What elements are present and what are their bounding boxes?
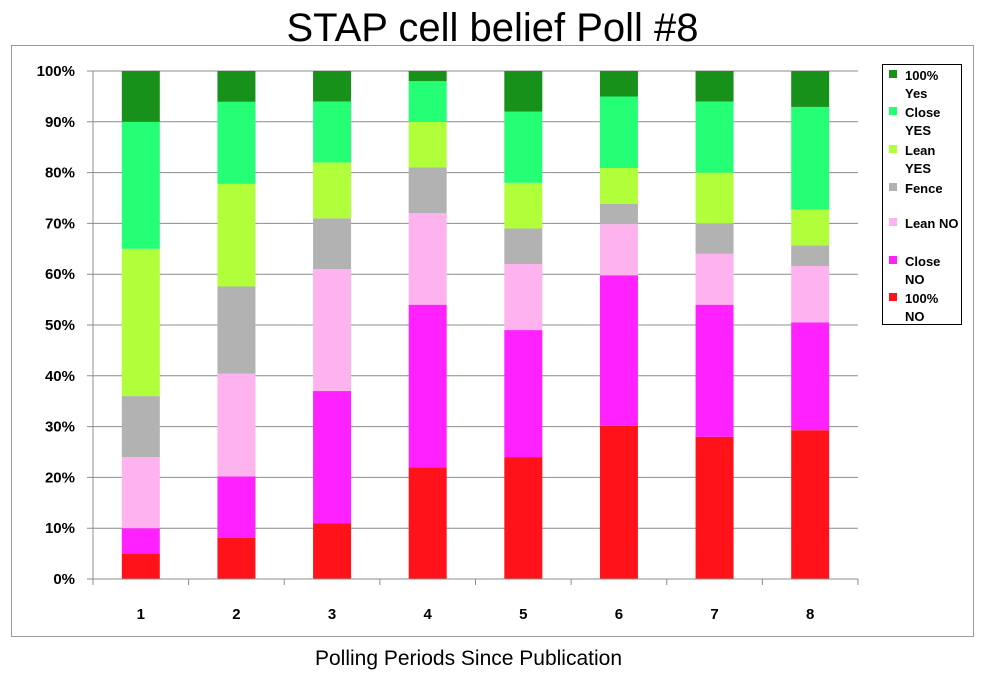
bar-segment-fence — [408, 167, 447, 214]
bar-segment-lean-no — [504, 264, 543, 331]
bar-segment-close-no — [121, 528, 160, 554]
legend-label: Close YES — [905, 105, 941, 138]
x-tick-label: 7 — [710, 606, 718, 623]
bar-segment-close-yes — [408, 81, 447, 122]
y-tick-label: 20% — [45, 469, 75, 486]
bar-segment-lean-yes — [408, 121, 447, 168]
x-tick-label: 6 — [615, 606, 623, 623]
legend-swatch — [889, 218, 897, 226]
bar-segment-close-no — [599, 275, 638, 426]
y-tick-label: 10% — [45, 520, 75, 537]
bar-segment-100-no — [504, 457, 543, 579]
bar-segment-close-no — [504, 330, 543, 458]
legend-swatch — [889, 293, 897, 301]
legend: 100% Yes Close YES Lean YES Fence Lean NO Clo… — [882, 64, 962, 325]
bar-segment-close-no — [791, 322, 830, 431]
bar-segment-100-no — [121, 553, 160, 579]
x-tick-label: 4 — [424, 606, 433, 623]
chart-title: STAP cell belief Poll #8 — [286, 6, 699, 50]
bar-segment-close-yes — [121, 121, 160, 249]
bar-segment-lean-yes — [791, 209, 830, 246]
legend-label: Lean YES — [905, 143, 936, 176]
bar-segment-lean-no — [217, 373, 256, 477]
x-axis-label: Polling Periods Since Publication — [314, 647, 622, 670]
bar-segment-fence — [217, 286, 256, 374]
y-tick-label: 50% — [45, 317, 75, 334]
y-tick-label: 0% — [53, 571, 75, 588]
bar-segment-close-no — [695, 304, 734, 437]
bar-segment-lean-yes — [504, 182, 543, 229]
bar-segment-close-yes — [504, 111, 543, 183]
x-tick-label: 3 — [328, 606, 336, 623]
bar-segment-lean-yes — [313, 162, 352, 219]
bar-segment-100-no — [791, 430, 830, 579]
y-tick-label: 70% — [45, 215, 75, 232]
bar-segment-fence — [121, 396, 160, 458]
bar-segment-100-no — [313, 523, 352, 579]
bar-segment-lean-yes — [121, 248, 160, 397]
bar-segment-close-no — [408, 304, 447, 468]
bar-segment-close-yes — [217, 101, 256, 184]
bar-segment-close-yes — [791, 106, 830, 210]
y-tick-label: 90% — [45, 114, 75, 131]
legend-swatch — [889, 107, 897, 115]
bar-segment-lean-no — [313, 269, 352, 392]
bar-segment-100-no — [599, 425, 638, 579]
bar-segment-100-yes — [313, 71, 352, 102]
y-tick-label: 80% — [45, 165, 75, 182]
x-tick-label: 8 — [806, 606, 814, 623]
chart-frame — [11, 45, 974, 637]
bar-segment-close-yes — [599, 96, 638, 169]
bar-segment-fence — [599, 203, 638, 225]
bar-segment-100-yes — [408, 71, 447, 82]
bar-segment-lean-yes — [217, 183, 256, 287]
x-tick-label: 5 — [519, 606, 527, 623]
bar-segment-100-no — [217, 537, 256, 579]
bar-segment-lean-no — [599, 224, 638, 276]
y-tick-label: 40% — [45, 368, 75, 385]
bar-segment-100-yes — [217, 71, 256, 102]
y-tick-label: 60% — [45, 266, 75, 283]
bar-segment-lean-yes — [599, 168, 638, 204]
legend-swatch — [889, 183, 897, 191]
bar-segment-100-yes — [791, 71, 830, 107]
bar-segment-100-no — [695, 436, 734, 579]
legend-label: Fence — [905, 181, 943, 196]
legend-label: Lean NO — [905, 216, 959, 231]
legend-swatch — [889, 145, 897, 153]
legend-swatch — [889, 70, 897, 78]
bar-segment-100-yes — [504, 71, 543, 112]
legend-label: 100% NO — [905, 291, 939, 324]
bar-segment-100-yes — [121, 71, 160, 122]
bar-segment-close-no — [217, 476, 256, 538]
bar-segment-fence — [695, 223, 734, 254]
legend-swatch — [889, 256, 897, 264]
bar-segment-fence — [791, 245, 830, 266]
bar-segment-100-no — [408, 467, 447, 579]
bar-segment-lean-no — [791, 265, 830, 323]
bar-segment-close-yes — [695, 101, 734, 173]
x-tick-label: 2 — [232, 606, 240, 623]
bar-segment-fence — [504, 228, 543, 265]
x-tick-label: 1 — [137, 606, 145, 623]
bar-segment-lean-no — [408, 213, 447, 305]
bar-segment-close-no — [313, 391, 352, 524]
bar-segment-100-yes — [599, 71, 638, 97]
bar-segment-lean-yes — [695, 172, 734, 224]
bar-segment-lean-no — [695, 253, 734, 305]
legend-label: 100% Yes — [905, 68, 939, 101]
bar-segment-100-yes — [695, 71, 734, 102]
y-tick-label: 30% — [45, 419, 75, 436]
bar-segment-close-yes — [313, 101, 352, 163]
legend-label: Close NO — [905, 254, 941, 287]
bar-segment-fence — [313, 218, 352, 270]
y-tick-label: 100% — [37, 63, 75, 80]
bar-segment-lean-no — [121, 457, 160, 529]
